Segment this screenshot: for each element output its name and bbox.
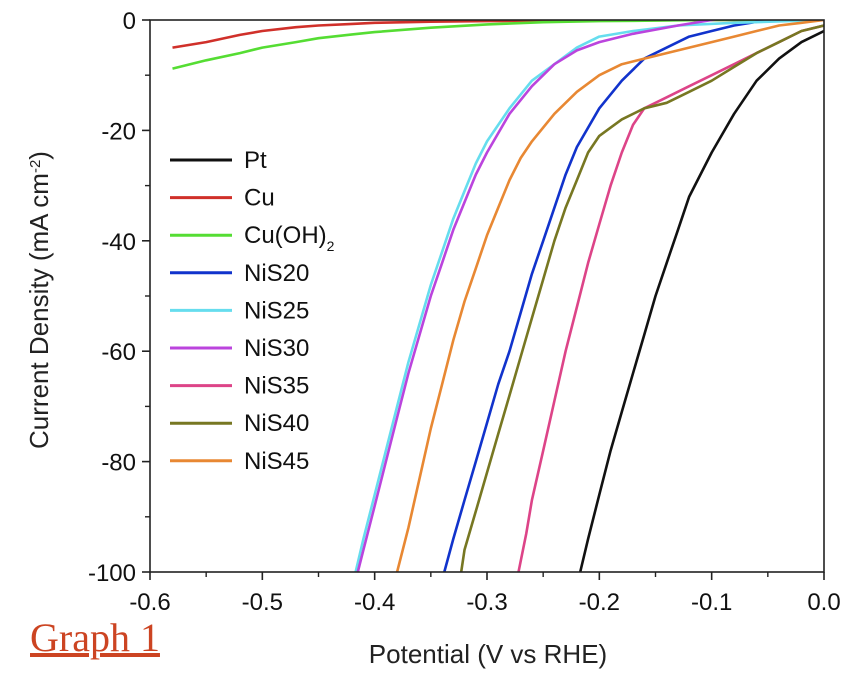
legend-label: NiS40	[244, 410, 309, 437]
y-tick-label: -100	[88, 560, 136, 587]
y-tick-label: 0	[123, 8, 136, 35]
y-axis-title-main: Current Density (mA cm	[24, 173, 54, 449]
legend-label: NiS45	[244, 448, 309, 475]
legend-label: NiS25	[244, 297, 309, 324]
x-tick-label: -0.6	[129, 589, 170, 616]
y-axis-title-sup: -2	[27, 160, 44, 173]
x-tick-label: -0.2	[579, 589, 620, 616]
legend-label: Pt	[244, 147, 267, 174]
y-tick-label: -40	[101, 229, 136, 256]
legend-label: Cu(OH)2	[244, 222, 335, 254]
axes-layer: -0.6 -0.5 -0.4 -0.3 -0.2 -0.1 0.0 0 -20 -40 -60 -80…	[88, 8, 841, 616]
y-axis-title-close: )	[24, 151, 54, 160]
x-tick-label: -0.5	[242, 589, 283, 616]
legend-label: Cu	[244, 185, 275, 212]
legend-label: NiS20	[244, 260, 309, 287]
x-tick-label: -0.1	[691, 589, 732, 616]
series-line-nis35	[517, 24, 824, 572]
series-line-pt	[578, 29, 824, 572]
series-line-nis25	[354, 20, 824, 572]
series-line-nis45	[395, 20, 824, 572]
x-tick-label: 0.0	[807, 589, 840, 616]
x-axis-title: Potential (V vs RHE)	[369, 639, 607, 669]
legend-label: NiS35	[244, 373, 309, 400]
x-tick-label: -0.3	[466, 589, 507, 616]
series-line-nis30	[356, 20, 824, 572]
plot-frame	[149, 19, 825, 573]
series-line-nis40	[459, 24, 824, 572]
series-line-nis20	[443, 20, 824, 572]
y-axis-title: Current Density (mA cm-2)	[24, 151, 54, 449]
graph-caption: Graph 1	[30, 615, 160, 660]
y-tick-label: -20	[101, 118, 136, 145]
y-tick-label: -80	[101, 450, 136, 477]
legend: Pt Cu Cu(OH)2 NiS20 NiS25 NiS30 NiS35 NiS40 NiS4…	[170, 147, 335, 475]
series-layer	[172, 20, 824, 572]
x-tick-label: -0.4	[354, 589, 395, 616]
legend-label: NiS30	[244, 335, 309, 362]
y-tick-label: -60	[101, 339, 136, 366]
